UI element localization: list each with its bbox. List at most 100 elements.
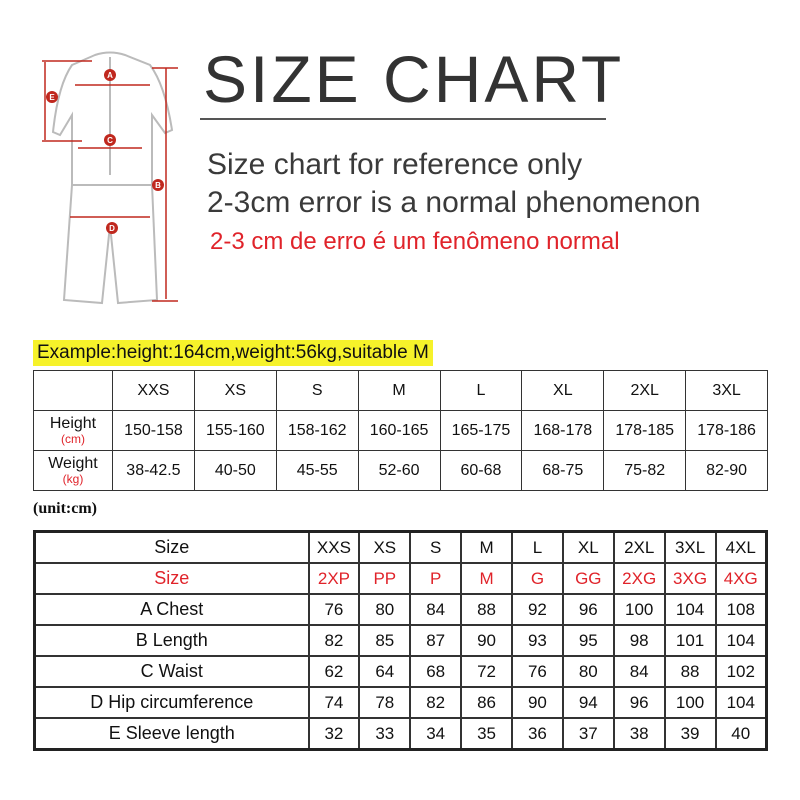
table-cell: 104 (663, 593, 717, 626)
table-cell: 80 (358, 593, 412, 626)
size-header: 3XL (685, 370, 768, 411)
table-cell: 64 (358, 655, 412, 688)
table-cell: S (409, 530, 463, 564)
table-cell: 90 (511, 686, 564, 719)
table-cell: 60-68 (439, 450, 523, 491)
height-weight-table: XXS XS S M L XL 2XL 3XL Height (cm) 150-158 155-160… (33, 370, 768, 491)
table-cell: 168-178 (521, 410, 605, 451)
table-cell: XS (358, 530, 412, 564)
table-cell: 90 (460, 624, 513, 657)
size-header: S (275, 370, 359, 411)
table-cell: 62 (307, 655, 361, 688)
table-cell: 3XL (663, 530, 717, 564)
row-label: A Chest (33, 593, 310, 626)
measurement-markers (46, 69, 164, 234)
table-cell: 35 (460, 717, 513, 751)
table-cell: 74 (307, 686, 361, 719)
table-cell: 82 (409, 686, 463, 719)
table-cell: 4XL (714, 530, 768, 564)
row-label: D Hip circumference (33, 686, 310, 719)
table-cell: M (460, 530, 513, 564)
marker-d: D (109, 224, 115, 233)
measurement-table: Size XXS XS S M L XL 2XL 3XL 4XL Size 2XP PP P M G GG 2XG… (33, 530, 768, 751)
size-header: XS (193, 370, 277, 411)
row-header: Height (cm) (33, 410, 113, 451)
table-row: Weight (kg) 38-42.5 40-50 45-55 52-60 60-68 68-… (33, 450, 768, 491)
table-cell: 92 (511, 593, 564, 626)
row-label: Size (33, 530, 310, 564)
table-cell: 160-165 (357, 410, 441, 451)
table-cell: 52-60 (357, 450, 441, 491)
table-cell: 2XG (612, 562, 666, 595)
table-cell: 45-55 (275, 450, 359, 491)
row-label: E Sleeve length (33, 717, 310, 751)
table-cell: 72 (460, 655, 513, 688)
unit-label: (unit:cm) (33, 500, 97, 517)
table-cell: 82-90 (685, 450, 768, 491)
table-cell: 32 (307, 717, 361, 751)
table-cell: 102 (714, 655, 768, 688)
example-highlight: Example:height:164cm,weight:56kg,suitabl… (33, 340, 433, 366)
table-cell: M (460, 562, 513, 595)
table-cell: 36 (511, 717, 564, 751)
table-row: C Waist 62 64 68 72 76 80 84 88 102 (33, 655, 768, 688)
table-cell: 40-50 (193, 450, 277, 491)
table-cell: 101 (663, 624, 717, 657)
size-header: XL (521, 370, 605, 411)
reference-note: Size chart for reference only (207, 148, 583, 181)
size-header: M (357, 370, 441, 411)
size-header: L (439, 370, 523, 411)
row-label: Weight (48, 454, 98, 472)
table-cell: 39 (663, 717, 717, 751)
row-label: Size (33, 562, 310, 595)
table-cell: 38 (612, 717, 666, 751)
row-unit: (kg) (62, 471, 84, 486)
row-label: Height (49, 414, 97, 432)
row-unit: (cm) (61, 431, 85, 446)
table-cell: 178-185 (603, 410, 687, 451)
table-row: E Sleeve length 32 33 34 35 36 37 38 39 40 (33, 717, 768, 751)
table-cell: 40 (714, 717, 768, 751)
size-header: XXS (112, 370, 195, 411)
table-cell: 165-175 (439, 410, 523, 451)
table-cell: 68 (409, 655, 463, 688)
table-cell: 82 (307, 624, 361, 657)
table-cell: 2XL (612, 530, 666, 564)
table-header-row: XXS XS S M L XL 2XL 3XL (33, 370, 768, 411)
table-row: D Hip circumference 74 78 82 86 90 94 96 100 104 (33, 686, 768, 719)
table-cell: 104 (714, 624, 768, 657)
row-label: C Waist (33, 655, 310, 688)
table-row: B Length 82 85 87 90 93 95 98 101 104 (33, 624, 768, 657)
table-cell: 2XP (307, 562, 361, 595)
table-cell: XL (561, 530, 615, 564)
marker-e: E (49, 93, 55, 102)
table-cell: 34 (409, 717, 463, 751)
table-cell: L (511, 530, 564, 564)
marker-a: A (107, 71, 113, 80)
table-cell: 93 (511, 624, 564, 657)
table-cell: 100 (612, 593, 666, 626)
page-title: SIZE CHART (203, 42, 625, 116)
error-note-portuguese: 2-3 cm de erro é um fenômeno normal (210, 228, 620, 255)
table-cell: 108 (714, 593, 768, 626)
table-row: A Chest 76 80 84 88 92 96 100 104 108 (33, 593, 768, 626)
table-row: Size 2XP PP P M G GG 2XG 3XG 4XG (33, 562, 768, 595)
table-cell: 96 (561, 593, 615, 626)
table-cell: GG (561, 562, 615, 595)
table-cell: 85 (358, 624, 412, 657)
table-cell: G (511, 562, 564, 595)
table-cell: 86 (460, 686, 513, 719)
table-cell: XXS (307, 530, 361, 564)
table-cell: 96 (612, 686, 666, 719)
table-cell: 155-160 (193, 410, 277, 451)
table-cell: 84 (409, 593, 463, 626)
measurement-lines (42, 60, 178, 302)
table-cell: P (409, 562, 463, 595)
table-cell: 158-162 (275, 410, 359, 451)
row-label: B Length (33, 624, 310, 657)
table-cell: 94 (561, 686, 615, 719)
table-cell: 88 (663, 655, 717, 688)
table-cell: 68-75 (521, 450, 605, 491)
suit-outline (51, 51, 174, 305)
title-divider (200, 118, 606, 120)
